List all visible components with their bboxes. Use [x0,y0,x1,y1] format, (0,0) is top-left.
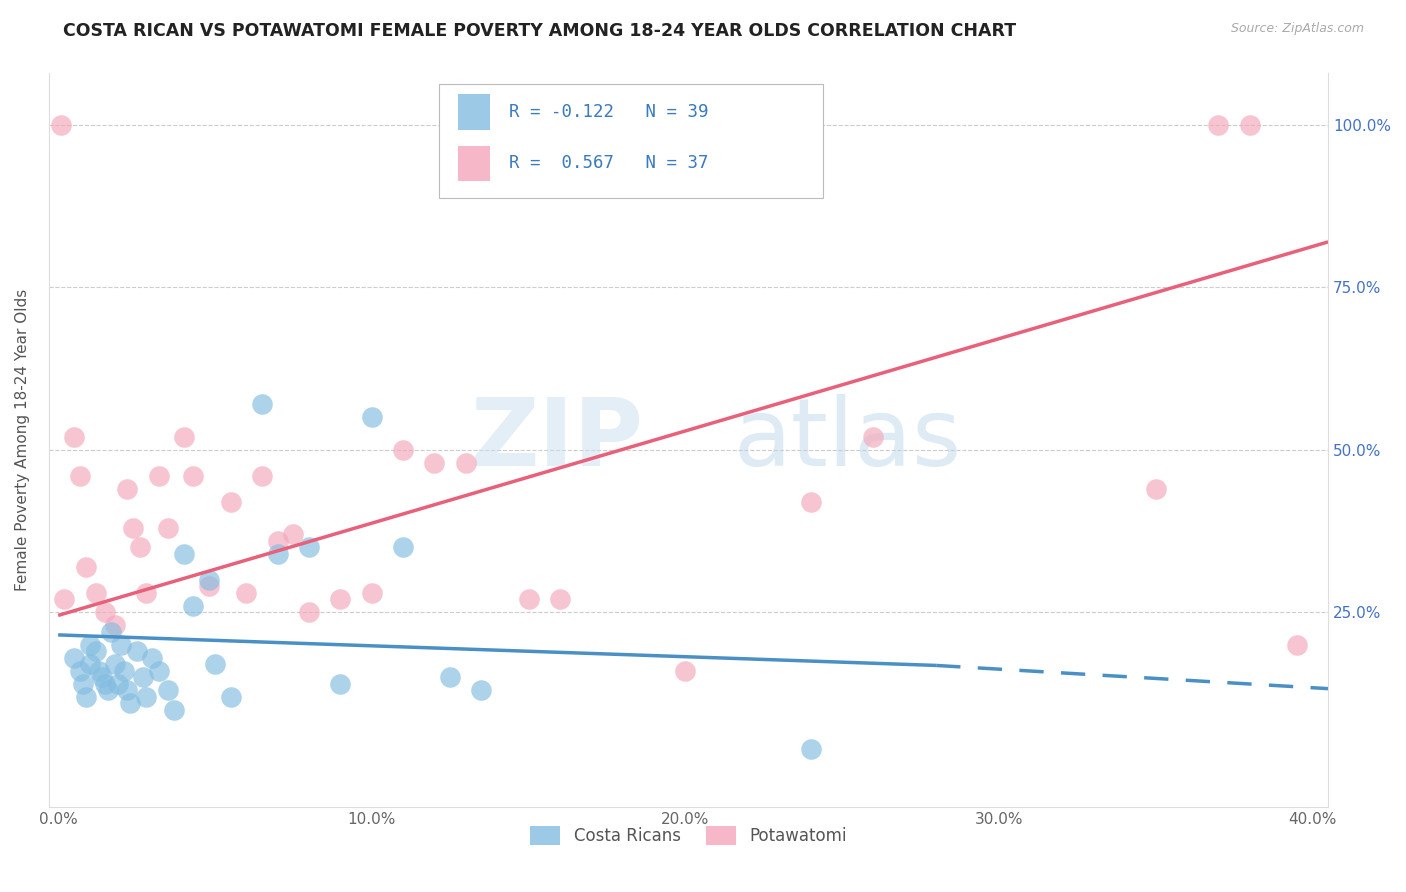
Point [392,442,415,457]
Point [235,585,257,599]
Point [800,741,823,756]
Point [69,468,91,483]
Point [135,690,157,704]
Point [173,430,195,444]
Point [360,410,382,425]
Point [91,670,114,684]
Text: atlas: atlas [733,394,962,486]
Point [298,605,321,619]
Point [63,650,86,665]
Point [197,579,219,593]
Point [250,397,273,411]
Point [163,703,186,717]
Point [1144,482,1167,496]
Point [84,585,107,599]
Point [100,624,122,639]
Point [1239,118,1261,132]
Point [283,527,305,541]
Point [329,592,352,607]
Point [112,664,135,678]
Point [132,670,155,684]
Point [97,683,120,698]
Point [197,573,219,587]
Point [673,664,696,678]
Point [156,683,179,698]
Text: Source: ZipAtlas.com: Source: ZipAtlas.com [1230,22,1364,36]
Text: COSTA RICAN VS POTAWATOMI FEMALE POVERTY AMONG 18-24 YEAR OLDS CORRELATION CHART: COSTA RICAN VS POTAWATOMI FEMALE POVERTY… [63,22,1017,40]
Point [75,690,97,704]
Point [110,638,132,652]
Point [122,521,145,535]
Bar [458,95,491,129]
Point [120,696,142,710]
Point [69,664,91,678]
Point [94,676,117,690]
Point [266,547,288,561]
Point [517,592,540,607]
Point [454,456,477,470]
Point [173,547,195,561]
Point [87,664,110,678]
Point [104,618,127,632]
Point [470,683,492,698]
Bar [458,145,491,181]
Text: R = -0.122   N = 39: R = -0.122 N = 39 [509,103,709,121]
Text: ZIP: ZIP [471,394,644,486]
Point [72,676,94,690]
Point [104,657,127,672]
Point [181,599,204,613]
Point [125,644,148,658]
Point [329,676,352,690]
Point [115,482,138,496]
Point [298,540,321,554]
Point [75,559,97,574]
Point [79,638,101,652]
Point [219,494,242,508]
Point [439,670,461,684]
Y-axis label: Female Poverty Among 18-24 Year Olds: Female Poverty Among 18-24 Year Olds [15,289,30,591]
FancyBboxPatch shape [439,84,823,198]
Point [51,118,73,132]
Point [63,430,86,444]
Point [181,468,204,483]
Text: R =  0.567   N = 37: R = 0.567 N = 37 [509,154,709,172]
Point [423,456,446,470]
Point [204,657,226,672]
Point [141,650,163,665]
Point [84,644,107,658]
Point [148,664,170,678]
Point [800,494,823,508]
Point [266,533,288,548]
Point [53,592,76,607]
Legend: Costa Ricans, Potawatomi: Costa Ricans, Potawatomi [522,818,855,854]
Point [128,540,150,554]
Point [156,521,179,535]
Point [94,605,117,619]
Point [548,592,571,607]
Point [392,540,415,554]
Point [79,657,101,672]
Point [1285,638,1308,652]
Point [135,585,157,599]
Point [862,430,884,444]
Point [115,683,138,698]
Point [219,690,242,704]
Point [360,585,382,599]
Point [1208,118,1230,132]
Point [250,468,273,483]
Point [148,468,170,483]
Point [107,676,129,690]
